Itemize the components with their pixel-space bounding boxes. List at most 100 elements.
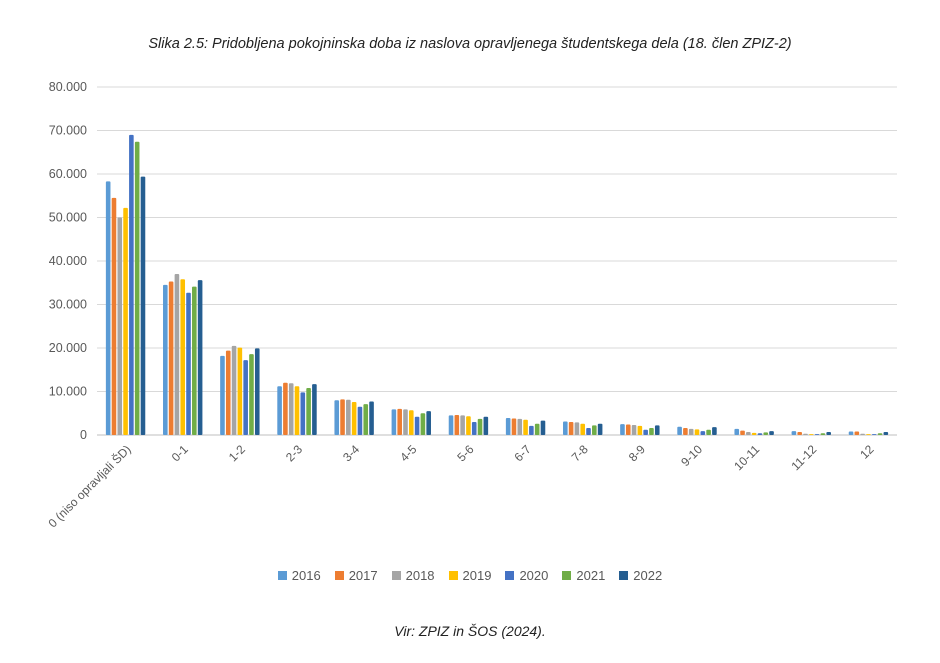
bar-2022	[883, 431, 889, 435]
x-tick-label: 8-9	[626, 442, 648, 464]
x-tick-label: 11-12	[788, 442, 819, 473]
legend-swatch	[505, 571, 515, 580]
bar-2017	[683, 428, 688, 435]
bar-2021	[477, 418, 483, 435]
bar-2021	[363, 404, 369, 435]
legend-item-2018: 2018	[391, 568, 435, 583]
x-tick-label: 6-7	[512, 442, 534, 464]
bar-2020	[871, 434, 877, 435]
bar-2018	[803, 433, 808, 435]
x-tick-label: 4-5	[397, 442, 419, 464]
bar-2016	[220, 355, 225, 435]
bar-2018	[174, 274, 180, 435]
y-tick-label: 30.000	[49, 298, 87, 312]
legend-swatch	[277, 571, 287, 580]
bar-2016	[505, 418, 511, 435]
bar-2016	[563, 421, 568, 435]
x-tick-label: 7-8	[569, 442, 591, 464]
bar-2017	[454, 414, 460, 435]
bar-2019	[123, 207, 128, 435]
bar-2021	[649, 428, 654, 435]
bar-2016	[334, 400, 340, 435]
x-tick-label: 12	[857, 442, 877, 462]
bars	[105, 134, 889, 436]
bar-2020	[471, 421, 477, 435]
y-tick-label: 0	[80, 428, 87, 442]
bar-2022	[483, 416, 489, 435]
bar-2017	[283, 382, 288, 435]
bar-2020	[700, 431, 706, 435]
y-tick-label: 80.000	[49, 80, 87, 94]
bar-2016	[448, 415, 454, 435]
x-tick-label: 5-6	[454, 442, 476, 464]
bar-2016	[677, 426, 682, 435]
bar-2022	[769, 431, 774, 435]
bar-2022	[254, 348, 260, 435]
legend: 2016 2017 2018 2019 2020 2021 2022	[0, 568, 940, 583]
x-tick-label: 3-4	[340, 442, 362, 464]
bar-2020	[300, 392, 306, 435]
legend-item-2017: 2017	[334, 568, 378, 583]
bar-2022	[197, 280, 203, 435]
bar-2022	[426, 411, 431, 435]
x-tick-label: 10-11	[731, 442, 762, 473]
x-tick-label: 2-3	[283, 442, 305, 464]
legend-swatch	[448, 571, 458, 580]
bar-2018	[746, 431, 751, 435]
bar-2019	[580, 423, 586, 435]
bar-2021	[249, 354, 254, 435]
bar-2018	[688, 428, 694, 435]
legend-item-2016: 2016	[277, 568, 321, 583]
bar-2019	[751, 432, 757, 435]
bar-2019	[294, 386, 300, 435]
figure-title: Slika 2.5: Pridobljena pokojninska doba …	[148, 36, 792, 52]
bar-2016	[105, 181, 111, 435]
bar-2018	[403, 409, 408, 435]
bar-2016	[391, 409, 397, 435]
bar-2021	[763, 432, 769, 435]
bar-2017	[568, 421, 574, 435]
legend-label: 2022	[633, 568, 663, 583]
bar-2017	[340, 399, 345, 435]
bar-2016	[277, 386, 282, 435]
x-tick-label: 9-10	[678, 442, 705, 469]
bar-2019	[466, 416, 471, 435]
bar-2020	[586, 428, 591, 435]
bar-2019	[351, 401, 357, 435]
legend-label: 2019	[462, 568, 492, 583]
bar-2017	[797, 431, 802, 435]
x-tick-label: 0 (niso opravljali ŠD)	[45, 442, 134, 531]
bar-2021	[706, 429, 711, 435]
gridlines	[97, 86, 897, 436]
bar-2021	[877, 433, 883, 435]
bar-2021	[420, 413, 426, 435]
legend-item-2019: 2019	[448, 568, 492, 583]
y-tick-label: 70.000	[49, 124, 87, 138]
bar-2018	[460, 415, 465, 435]
y-tick-label: 10.000	[49, 385, 87, 399]
legend-swatch	[619, 571, 629, 580]
bar-2019	[180, 279, 186, 435]
bar-2018	[631, 424, 637, 435]
bar-2018	[117, 217, 123, 435]
bar-2020	[357, 406, 363, 435]
bar-2021	[306, 388, 311, 435]
legend-swatch	[391, 571, 401, 580]
bar-2021	[820, 433, 826, 435]
bar-2020	[243, 360, 248, 435]
x-tick-label: 0-1	[169, 442, 191, 464]
bar-2019	[808, 434, 814, 435]
bar-2020	[814, 434, 820, 435]
legend-swatch	[334, 571, 344, 580]
bar-2017	[397, 408, 402, 435]
bar-2018	[231, 345, 237, 435]
bar-2017	[111, 197, 117, 435]
bar-2021	[134, 141, 140, 435]
bar-2022	[540, 420, 546, 435]
bar-2018	[574, 422, 580, 435]
bar-2017	[625, 424, 631, 435]
bar-2016	[791, 431, 797, 435]
legend-item-2020: 2020	[505, 568, 548, 583]
bar-2022	[140, 176, 146, 436]
bar-2020	[757, 433, 763, 435]
